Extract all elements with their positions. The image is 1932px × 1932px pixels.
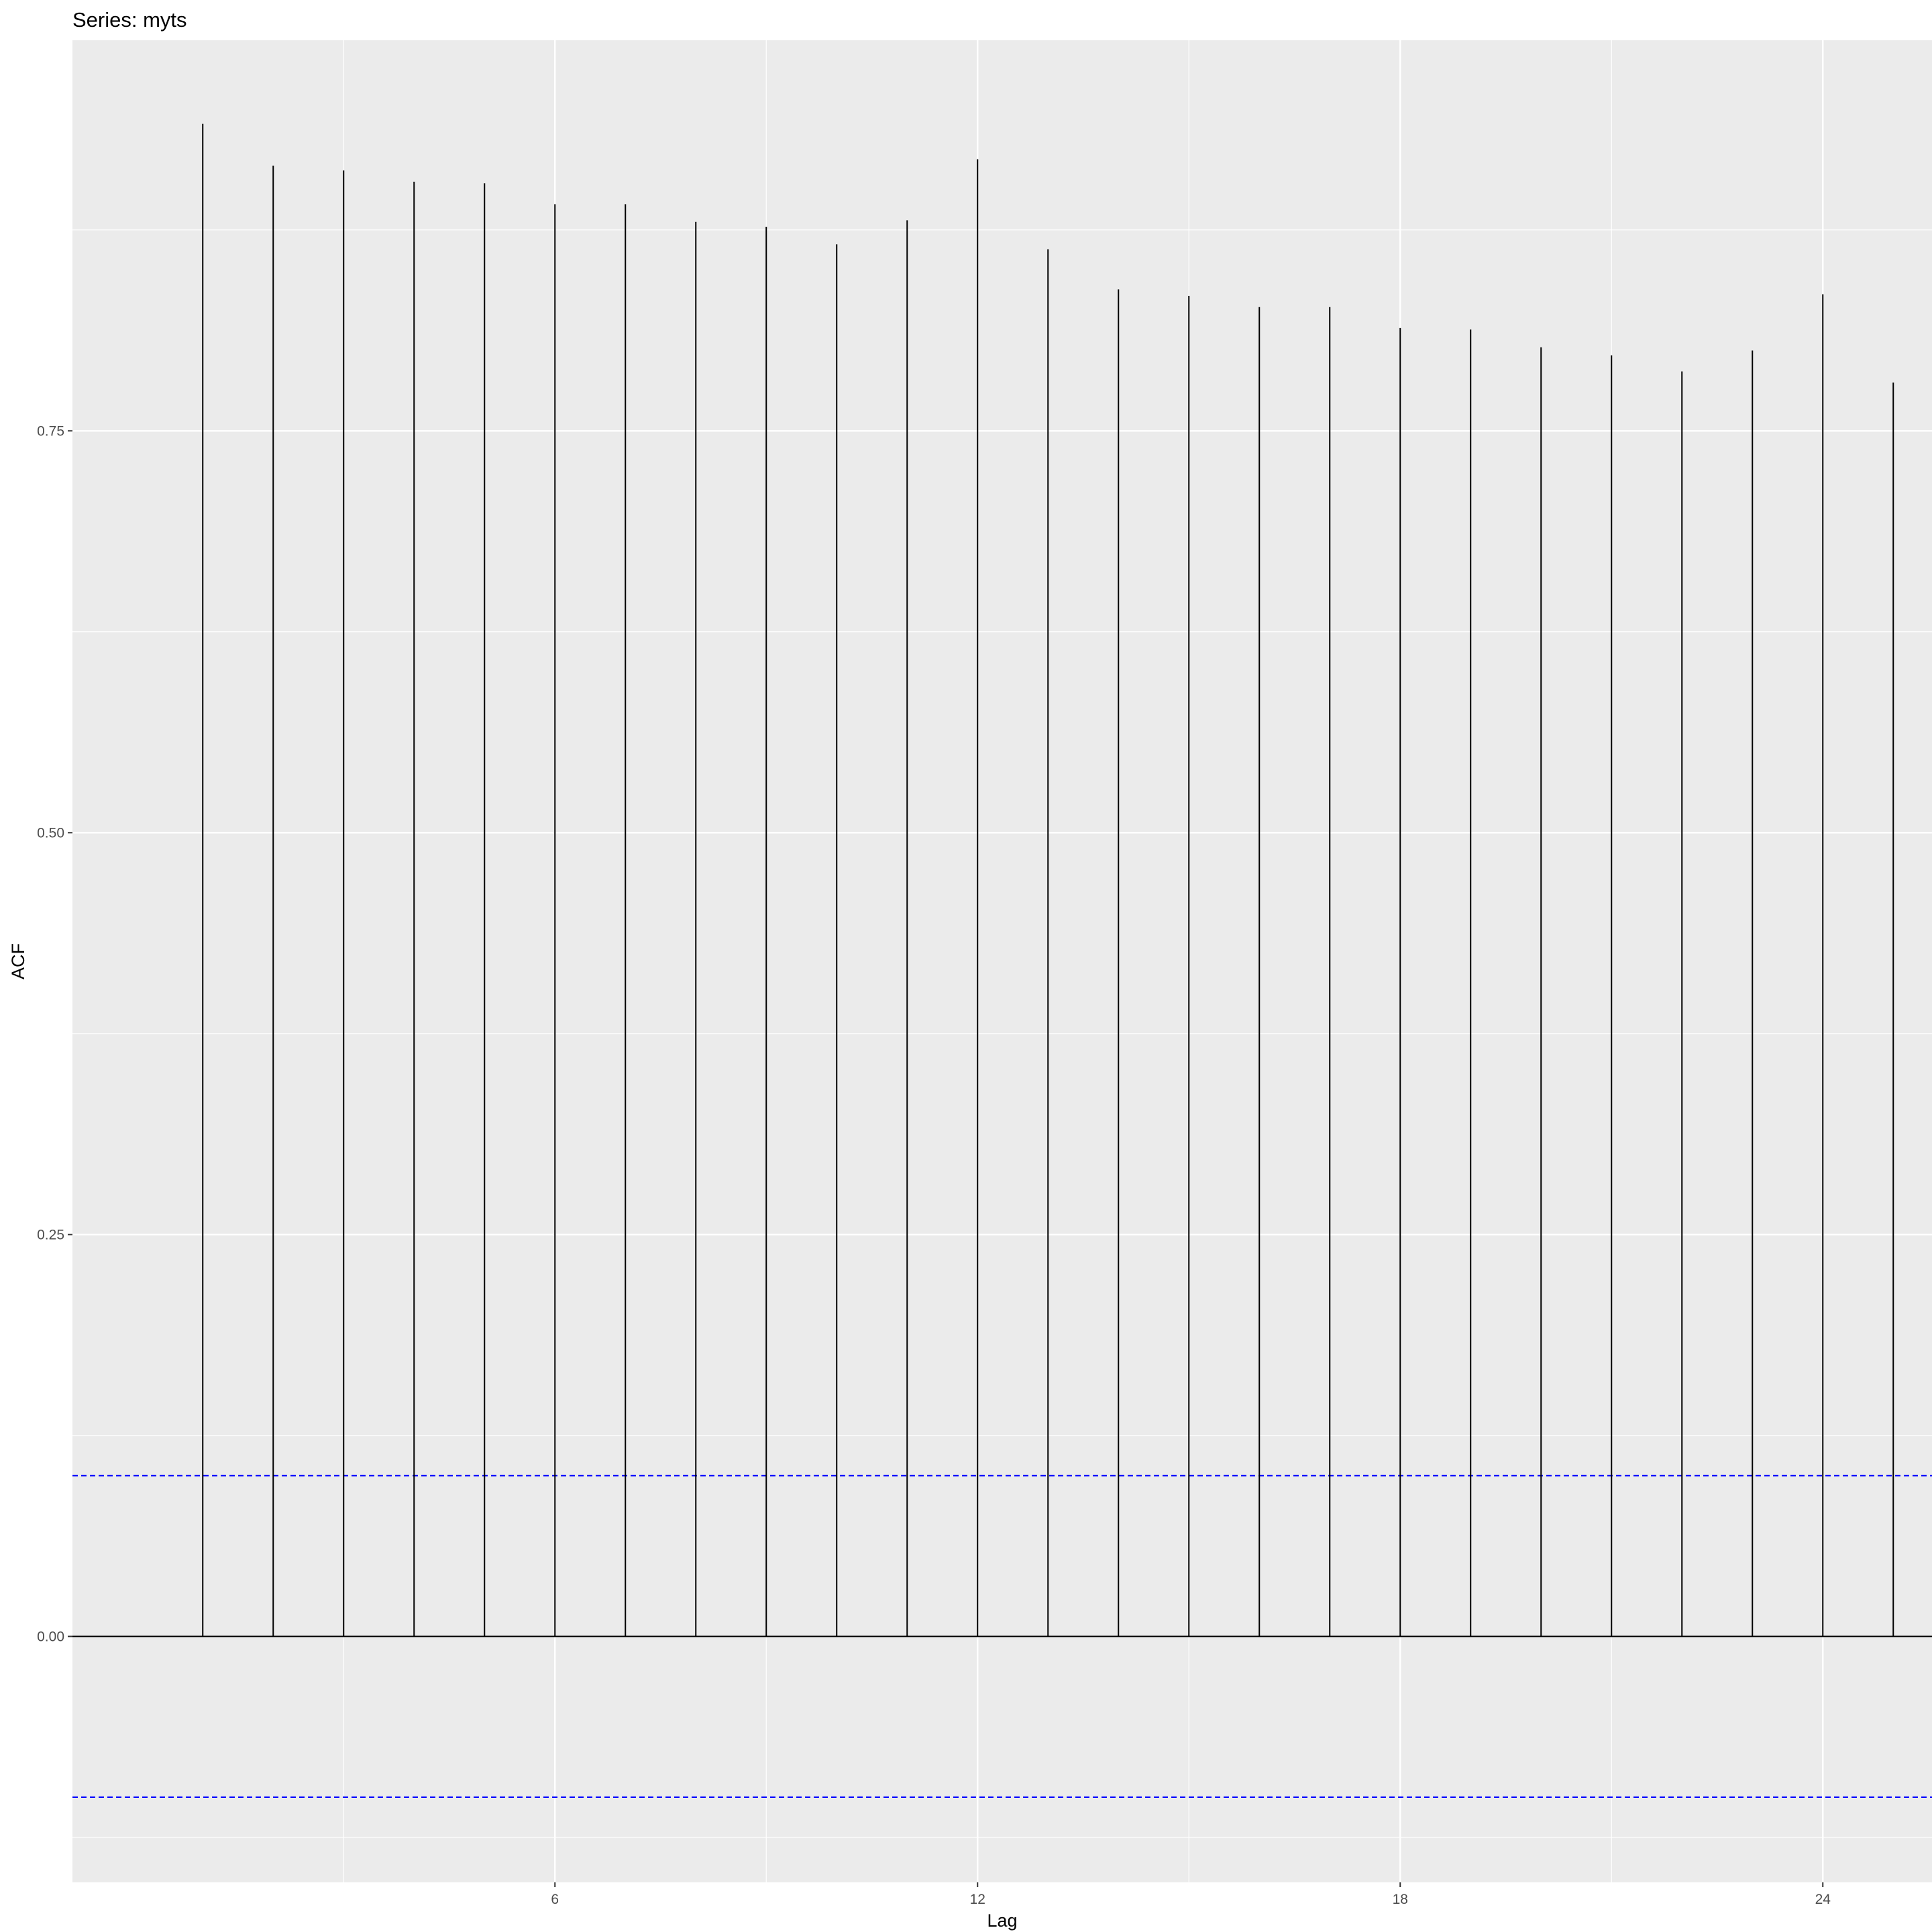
chart-title: Series: myts [72, 8, 187, 32]
confidence-bounds [72, 1474, 1932, 1799]
x-tick-label: 24 [1815, 1892, 1831, 1907]
y-tick-label: 0.00 [37, 1629, 64, 1644]
y-tick-label: 0.75 [37, 423, 64, 439]
x-tick-label: 12 [970, 1892, 985, 1907]
x-tick-label: 18 [1393, 1892, 1408, 1907]
y-axis: 0.00 0.25 0.50 0.75 [37, 423, 72, 1644]
x-tick-label: 6 [551, 1892, 559, 1907]
y-tick-label: 0.50 [37, 825, 64, 841]
y-tick-label: 0.25 [37, 1227, 64, 1242]
x-axis-title: Lag [987, 1911, 1017, 1931]
x-axis: 6 12 18 24 [551, 1882, 1831, 1907]
y-axis-title: ACF [8, 943, 28, 979]
acf-bars [202, 123, 1894, 1637]
plot-panel [72, 40, 1932, 1882]
